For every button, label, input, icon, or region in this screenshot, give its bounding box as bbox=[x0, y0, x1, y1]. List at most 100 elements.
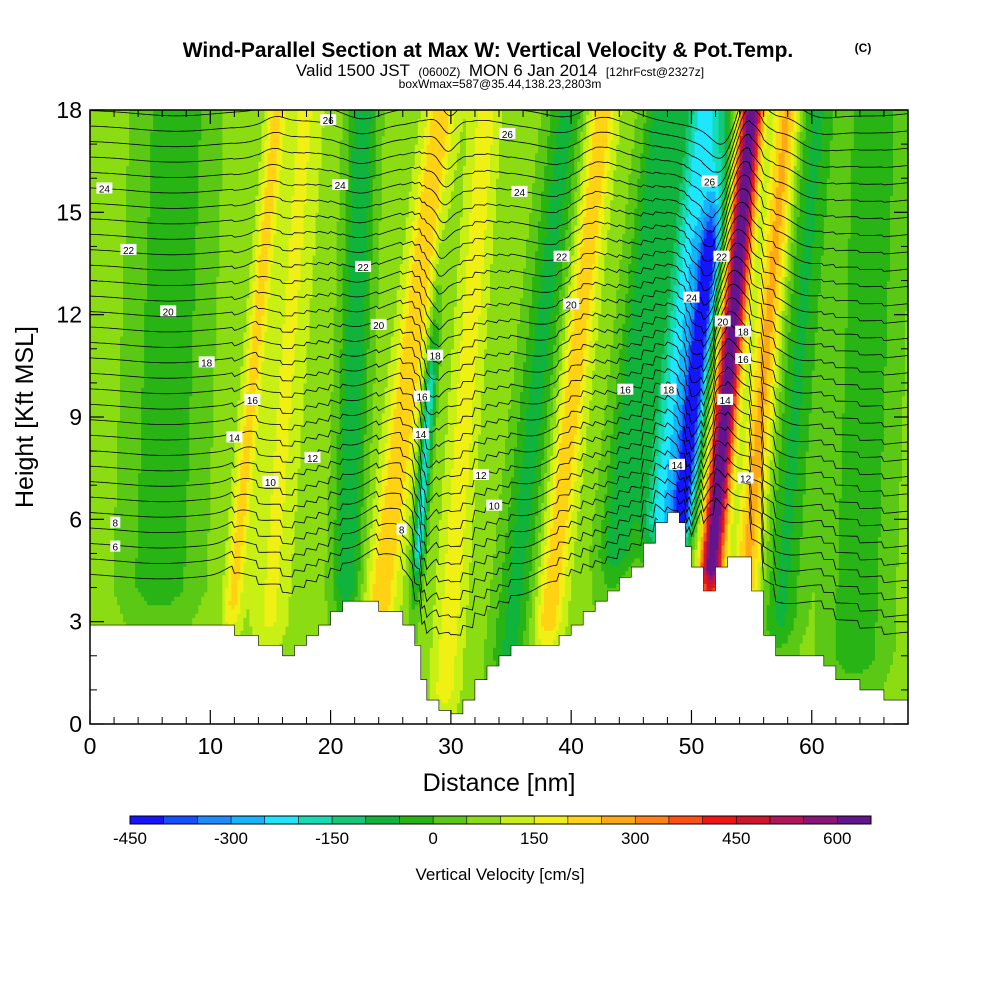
w-cell bbox=[544, 434, 551, 439]
w-cell bbox=[189, 421, 214, 427]
w-cell bbox=[360, 527, 368, 533]
w-cell bbox=[769, 634, 789, 640]
w-cell bbox=[441, 498, 452, 503]
w-cell bbox=[808, 617, 816, 623]
w-cell bbox=[841, 412, 885, 418]
w-cell bbox=[742, 408, 750, 414]
w-cell bbox=[396, 544, 404, 550]
w-cell bbox=[414, 404, 419, 410]
w-cell bbox=[141, 395, 190, 401]
w-cell bbox=[141, 591, 181, 597]
w-cell bbox=[426, 561, 437, 567]
w-cell bbox=[838, 566, 879, 572]
w-cell bbox=[700, 425, 705, 431]
w-cell bbox=[523, 438, 539, 444]
w-cell bbox=[544, 544, 551, 550]
w-cell bbox=[529, 630, 536, 636]
w-cell bbox=[895, 566, 908, 572]
w-cell bbox=[718, 544, 723, 550]
w-cell bbox=[883, 412, 903, 418]
w-cell bbox=[402, 583, 410, 589]
w-cell bbox=[508, 527, 515, 533]
w-cell bbox=[643, 536, 653, 542]
w-cell bbox=[417, 532, 422, 537]
w-cell bbox=[526, 557, 533, 563]
w-cell bbox=[703, 523, 708, 529]
w-cell bbox=[571, 468, 578, 474]
w-cell bbox=[426, 455, 431, 461]
w-cell bbox=[384, 493, 404, 499]
w-cell bbox=[805, 463, 843, 469]
w-cell bbox=[360, 515, 368, 520]
w-cell bbox=[727, 519, 732, 525]
w-cell bbox=[297, 502, 329, 508]
w-cell bbox=[550, 472, 554, 478]
w-cell bbox=[523, 442, 539, 448]
w-cell bbox=[730, 455, 735, 461]
w-cell bbox=[733, 472, 738, 478]
w-cell bbox=[447, 408, 458, 414]
w-cell bbox=[553, 451, 557, 456]
w-cell bbox=[658, 429, 665, 435]
w-cell bbox=[763, 468, 768, 474]
w-cell bbox=[727, 544, 732, 550]
w-cell bbox=[532, 613, 536, 618]
w-cell bbox=[790, 417, 801, 422]
w-cell bbox=[874, 647, 897, 653]
w-cell bbox=[901, 421, 908, 427]
w-cell bbox=[544, 455, 548, 461]
w-cell bbox=[477, 434, 509, 439]
w-cell bbox=[781, 417, 792, 422]
w-cell bbox=[369, 591, 374, 597]
w-cell bbox=[703, 412, 708, 418]
w-cell bbox=[703, 527, 708, 533]
w-cell bbox=[303, 412, 332, 418]
w-cell bbox=[772, 540, 783, 546]
w-cell bbox=[724, 506, 729, 512]
w-cell bbox=[901, 459, 908, 465]
w-cell bbox=[471, 519, 500, 525]
w-cell bbox=[742, 536, 747, 542]
w-cell bbox=[772, 532, 783, 537]
w-cell bbox=[712, 587, 717, 593]
w-cell bbox=[529, 625, 536, 631]
w-cell bbox=[520, 476, 536, 482]
w-cell bbox=[240, 395, 244, 401]
w-cell bbox=[511, 395, 521, 401]
w-cell bbox=[538, 498, 545, 503]
w-cell bbox=[285, 630, 332, 636]
w-cell bbox=[721, 549, 726, 555]
w-cell bbox=[553, 480, 557, 486]
w-cell bbox=[694, 468, 699, 474]
w-cell bbox=[432, 608, 443, 614]
w-cell bbox=[550, 417, 557, 422]
w-cell bbox=[426, 404, 434, 410]
w-cell bbox=[799, 647, 816, 653]
w-cell bbox=[601, 446, 611, 452]
w-cell bbox=[673, 417, 681, 422]
w-cell bbox=[336, 480, 344, 486]
w-cell bbox=[589, 544, 602, 550]
w-cell bbox=[763, 532, 771, 537]
w-cell bbox=[520, 608, 527, 614]
w-cell bbox=[90, 417, 121, 422]
w-cell bbox=[562, 600, 569, 606]
w-cell bbox=[700, 519, 705, 525]
w-cell bbox=[420, 417, 425, 422]
w-cell bbox=[703, 434, 708, 439]
w-cell bbox=[363, 472, 371, 478]
w-cell bbox=[835, 630, 876, 636]
w-cell bbox=[673, 476, 678, 482]
w-cell bbox=[243, 412, 247, 418]
w-cell bbox=[432, 485, 443, 491]
w-cell bbox=[733, 404, 738, 410]
w-cell bbox=[556, 472, 572, 478]
w-cell bbox=[408, 621, 419, 627]
w-cell bbox=[411, 583, 416, 589]
w-cell bbox=[252, 421, 260, 427]
w-cell bbox=[676, 502, 690, 508]
w-cell bbox=[426, 451, 431, 456]
w-cell bbox=[453, 655, 464, 661]
w-cell bbox=[447, 425, 455, 431]
w-cell bbox=[471, 434, 479, 439]
